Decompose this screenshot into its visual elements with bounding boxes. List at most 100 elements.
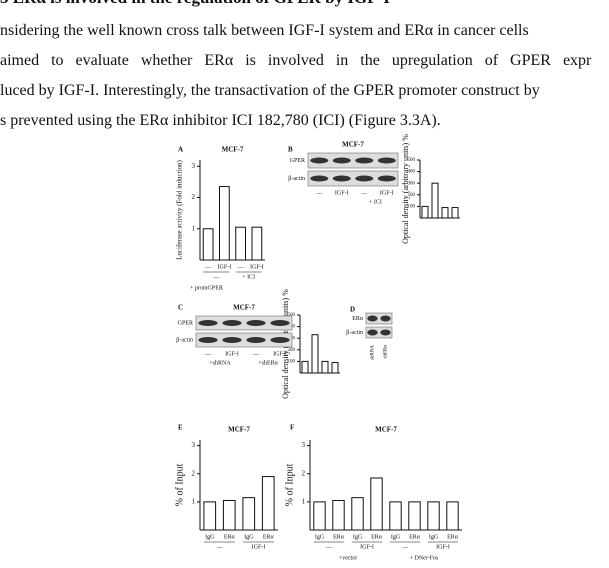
group-label: IGF-I (360, 544, 374, 550)
y-axis-label: % of Input (284, 463, 295, 506)
y-tick-label: 1 (302, 497, 306, 505)
band (310, 157, 329, 164)
y-tick-label: 2 (302, 469, 306, 477)
band (332, 175, 351, 182)
y-tick-label: 200 (288, 348, 296, 353)
x-tick-label: ERα (224, 534, 236, 540)
y-tick-label: 3 (302, 441, 306, 449)
blot-row-label: β-actin (346, 330, 363, 336)
lane-label: — (360, 190, 368, 196)
lane-label: IGF-I (273, 351, 287, 357)
bar (251, 226, 263, 261)
bar (431, 182, 439, 219)
x-tick-label: IgG (353, 534, 363, 540)
blot-strip (365, 312, 393, 325)
y-tick-label: 1 (192, 224, 196, 232)
group-label: — (325, 544, 333, 550)
x-tick-label: ERα (409, 534, 421, 540)
band (310, 175, 329, 182)
bar (222, 499, 236, 531)
blot-strip (307, 152, 399, 169)
chart-title: MCF-7 (228, 426, 250, 434)
band (222, 320, 242, 326)
bar (451, 207, 459, 219)
bar (408, 501, 421, 531)
x-tick-label: IgG (429, 534, 439, 540)
y-tick-label: 3 (192, 441, 196, 449)
x-tick-label: IGF-I (250, 264, 264, 270)
panel-label: E (178, 424, 183, 432)
band (380, 329, 391, 336)
bar (242, 497, 256, 531)
x-tick-label: ERα (447, 534, 459, 540)
y-tick-label: 500 (408, 158, 416, 163)
band (198, 320, 218, 326)
x-tick-label: ERα (333, 534, 345, 540)
band (246, 320, 266, 326)
band (246, 337, 266, 343)
x-tick-label: IgG (205, 534, 215, 540)
chart-title: MCF-7 (222, 146, 244, 154)
x-tick-label: — (237, 264, 245, 270)
blot-strip (195, 332, 293, 348)
y-tick-label: 200 (408, 193, 416, 198)
bar (261, 476, 275, 531)
y-axis-label: % of Input (174, 463, 185, 506)
y-axis-label: Luciferase activity (Fold induction) (176, 159, 184, 259)
blot-row-label: β-actin (288, 176, 305, 182)
y-tick-label: 500 (288, 313, 296, 318)
blot-title: MCF-7 (233, 304, 255, 312)
bar (427, 501, 440, 531)
x-tick-label: ERα (371, 534, 383, 540)
y-tick-label: 100 (288, 360, 296, 365)
blot-row-label: β-actin (176, 337, 193, 343)
blot-title: MCF-7 (342, 141, 364, 149)
footnote: + promGPER (190, 285, 223, 291)
bar (311, 334, 319, 374)
blot-row-label: ERα (352, 316, 364, 322)
bar (370, 477, 383, 531)
x-tick-label: IgG (391, 534, 401, 540)
paragraph-line: s prevented using the ERα inhibitor ICI … (0, 112, 441, 129)
x-tick-label: IgG (244, 534, 254, 540)
band (332, 157, 351, 164)
group-label: — (216, 544, 224, 550)
lane-label: — (204, 351, 212, 357)
panel-label: B (288, 146, 293, 154)
lane-label: shERα (384, 345, 389, 359)
band (270, 320, 290, 326)
bar (441, 207, 449, 219)
treatment-label: +shERα (258, 360, 278, 366)
panel-label: A (178, 146, 183, 154)
bar (321, 360, 329, 374)
band (270, 337, 290, 343)
group-label: — (401, 544, 409, 550)
band (380, 315, 391, 322)
y-tick-label: 400 (408, 170, 416, 175)
band (355, 157, 374, 164)
band (222, 337, 242, 343)
paragraph-line: luced by IGF-I. Interestingly, the trans… (0, 82, 540, 99)
y-tick-label: 2 (192, 469, 196, 477)
bar (235, 226, 246, 261)
y-tick-label: 3 (192, 162, 196, 170)
bar (313, 501, 326, 531)
group-label: IGF-I (252, 544, 266, 550)
lane-label: IGF-I (225, 351, 239, 357)
y-axis-label: Optical density (arbitrary units) % (401, 134, 410, 244)
panel-label: F (290, 424, 294, 432)
y-tick-label: 1 (192, 497, 196, 505)
chart-title: MCF-7 (375, 426, 397, 434)
bar (331, 362, 339, 374)
lane-label: — (315, 190, 323, 196)
blot-row-label: GPER (178, 320, 193, 326)
lane-label: IGF-I (380, 190, 394, 196)
section-heading: 3 ERα is involved in the regulation of G… (0, 0, 390, 8)
band (198, 337, 218, 343)
blot-strip (365, 326, 393, 339)
y-tick-label: 300 (408, 181, 416, 186)
blot-strip (307, 170, 399, 187)
bar (202, 228, 214, 261)
